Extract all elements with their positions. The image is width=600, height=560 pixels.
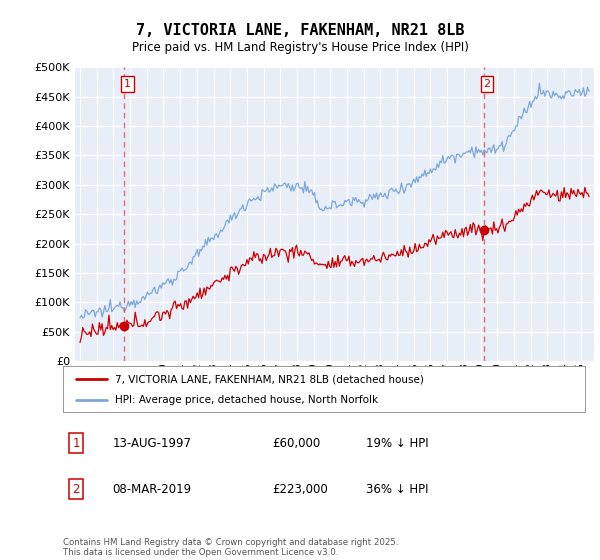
Text: 19% ↓ HPI: 19% ↓ HPI — [366, 437, 428, 450]
Text: £60,000: £60,000 — [272, 437, 320, 450]
Text: Price paid vs. HM Land Registry's House Price Index (HPI): Price paid vs. HM Land Registry's House … — [131, 41, 469, 54]
Text: 2: 2 — [73, 483, 80, 496]
Text: 1: 1 — [73, 437, 80, 450]
Text: 7, VICTORIA LANE, FAKENHAM, NR21 8LB: 7, VICTORIA LANE, FAKENHAM, NR21 8LB — [136, 24, 464, 38]
Text: 13-AUG-1997: 13-AUG-1997 — [113, 437, 191, 450]
Text: £223,000: £223,000 — [272, 483, 328, 496]
Text: 2: 2 — [484, 79, 491, 89]
Text: 36% ↓ HPI: 36% ↓ HPI — [366, 483, 428, 496]
Text: Contains HM Land Registry data © Crown copyright and database right 2025.
This d: Contains HM Land Registry data © Crown c… — [63, 538, 398, 557]
Text: HPI: Average price, detached house, North Norfolk: HPI: Average price, detached house, Nort… — [115, 395, 379, 405]
Text: 08-MAR-2019: 08-MAR-2019 — [113, 483, 192, 496]
Text: 7, VICTORIA LANE, FAKENHAM, NR21 8LB (detached house): 7, VICTORIA LANE, FAKENHAM, NR21 8LB (de… — [115, 375, 424, 385]
Text: 1: 1 — [124, 79, 131, 89]
